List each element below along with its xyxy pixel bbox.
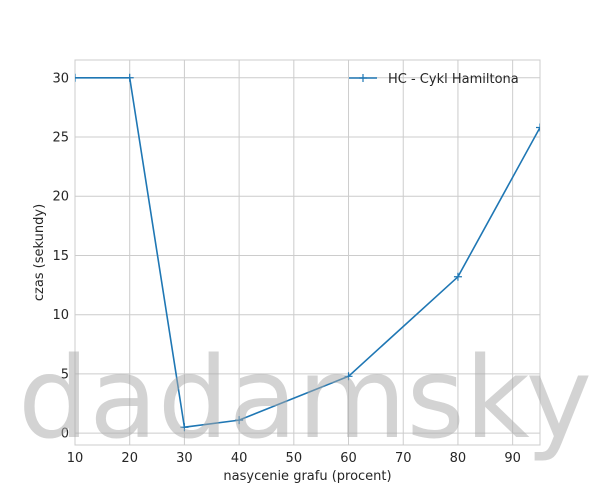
- data-point-marker: [180, 423, 189, 432]
- x-tick-label: 60: [340, 451, 357, 466]
- y-tick-label: 5: [61, 367, 69, 382]
- x-tick-label: 20: [121, 451, 138, 466]
- data-point-marker: [235, 416, 244, 425]
- x-tick-label: 50: [286, 451, 303, 466]
- series-layer: [75, 73, 540, 432]
- legend-label: HC - Cykl Hamiltona: [388, 72, 519, 87]
- x-tick-label: 40: [231, 451, 248, 466]
- watermark-text: dadamsky: [18, 334, 592, 464]
- y-tick-label: 10: [52, 308, 69, 323]
- y-axis-ticks: 0 5 10 15 20 25 30: [52, 71, 69, 441]
- data-point-marker: [125, 73, 134, 82]
- x-tick-label: 70: [395, 451, 412, 466]
- y-tick-label: 25: [52, 131, 69, 146]
- y-tick-label: 30: [52, 71, 69, 86]
- x-axis-ticks: 10 20 30 40 50 60 70 80 90: [67, 451, 521, 466]
- x-tick-label: 10: [67, 451, 84, 466]
- grid-lines: [74, 60, 540, 445]
- x-axis-label: nasycenie grafu (procent): [223, 469, 391, 484]
- x-tick-label: 30: [176, 451, 193, 466]
- data-point-marker: [344, 372, 353, 381]
- x-tick-label: 90: [504, 451, 521, 466]
- y-tick-label: 20: [52, 190, 69, 205]
- y-tick-label: 15: [52, 249, 69, 264]
- plot-frame: [74, 59, 541, 446]
- y-axis-label: czas (sekundy): [32, 204, 47, 301]
- legend-marker-plus: [359, 74, 367, 82]
- x-tick-label: 80: [450, 451, 467, 466]
- data-point-marker: [75, 73, 79, 82]
- data-point-marker: [536, 123, 540, 132]
- legend: HC - Cykl Hamiltona: [349, 72, 519, 87]
- y-tick-label: 0: [61, 427, 69, 442]
- data-point-marker: [453, 272, 462, 281]
